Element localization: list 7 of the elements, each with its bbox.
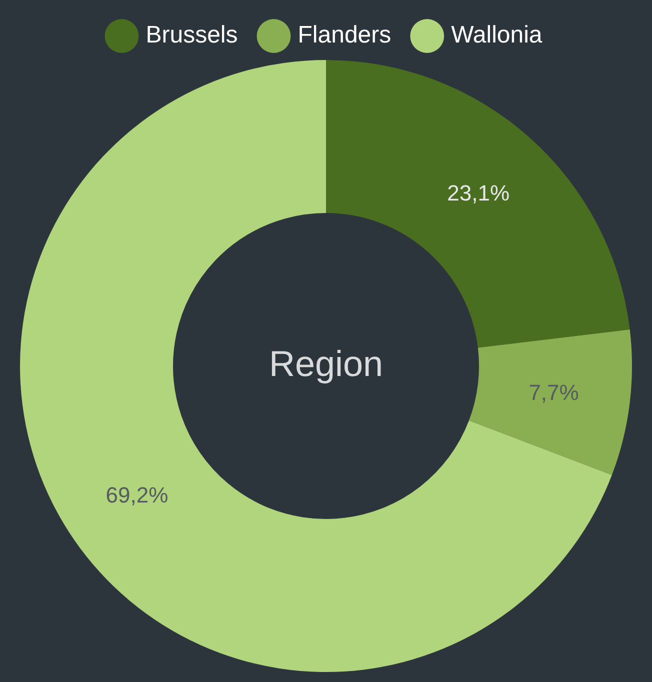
data-label: 23,1% xyxy=(447,180,510,206)
data-label: 69,2% xyxy=(106,482,168,508)
legend-label: Wallonia xyxy=(451,22,543,49)
legend-label: Flanders xyxy=(298,22,392,49)
text: Region xyxy=(268,342,384,384)
data-label: 7,7% xyxy=(528,380,579,406)
legend-label: Brussels xyxy=(146,22,238,49)
